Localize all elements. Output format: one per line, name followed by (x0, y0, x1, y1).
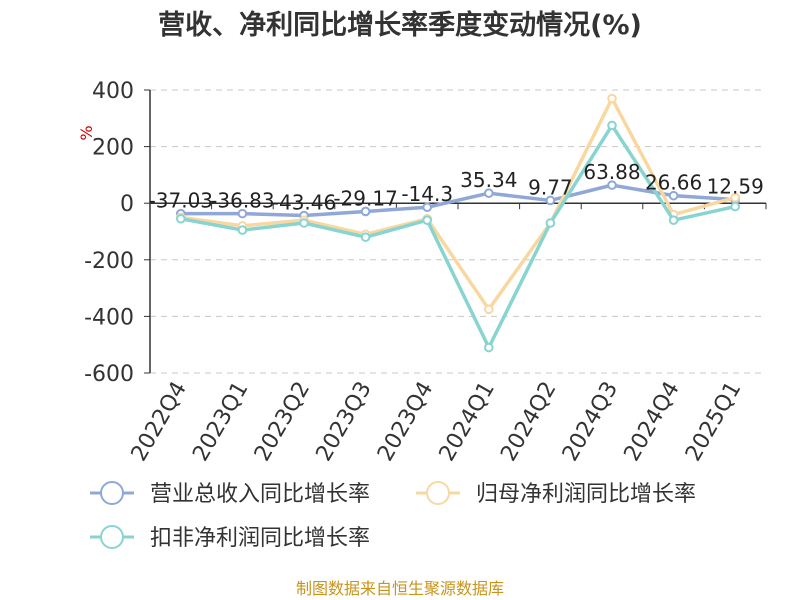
data-point (484, 342, 494, 353)
legend-item[interactable]: 归母净利润同比增长率 (416, 481, 696, 507)
data-point (545, 195, 556, 206)
series-line (180, 96, 736, 312)
x-tick-label: 2024Q3 (558, 378, 623, 466)
legend-marker-icon (100, 481, 124, 505)
data-labels: -37.03-36.83-43.46-29.17 -14.3 35.34 9.77 63… (149, 160, 764, 214)
data-point (668, 215, 679, 225)
y-axis-unit: % (77, 125, 96, 140)
x-tick-label: 2022Q4 (127, 378, 192, 466)
data-point (607, 180, 617, 190)
data-point (607, 93, 617, 104)
grid-lines (150, 89, 766, 374)
data-point (484, 304, 494, 315)
data-point (360, 206, 371, 217)
legend-item[interactable]: 扣非净利润同比增长率 (90, 525, 370, 551)
data-label: -36.83 (210, 189, 274, 213)
data-label: 9.77 (528, 175, 573, 199)
x-tick-label: 2023Q1 (188, 378, 253, 466)
data-point (730, 201, 741, 212)
data-point (422, 215, 433, 225)
series-line (180, 123, 736, 350)
x-tick-label: 2023Q2 (250, 378, 315, 466)
data-point (299, 218, 309, 228)
x-tick-label: 2024Q2 (496, 378, 561, 466)
legend-label: 归母净利润同比增长率 (476, 482, 696, 507)
series-lines (176, 93, 741, 353)
data-point (237, 208, 248, 219)
chart-title: 营收、净利同比增长率季度变动情况(%) (158, 9, 642, 41)
y-tick-label: -200 (84, 249, 134, 274)
data-point (176, 213, 186, 224)
y-tick-label: 200 (92, 136, 134, 161)
x-tick-label: 2024Q1 (435, 378, 500, 466)
data-label: -14.3 (401, 182, 453, 206)
legend-marker-icon (426, 481, 450, 505)
series-line (180, 183, 736, 218)
data-point (607, 120, 617, 131)
data-label: -43.46 (272, 190, 336, 214)
data-label: 12.59 (707, 175, 764, 199)
axes: 4002000-200-400-6002022Q42023Q12023Q2202… (84, 79, 767, 466)
data-label: 63.88 (583, 160, 640, 184)
data-point (484, 188, 494, 198)
data-point (237, 225, 248, 235)
data-point (730, 192, 741, 203)
x-tick-label: 2023Q3 (311, 378, 376, 466)
x-tick-label: 2024Q4 (619, 378, 684, 466)
y-tick-label: 400 (92, 79, 134, 104)
source-note: 制图数据来自恒生聚源数据库 (296, 579, 504, 598)
legend-label: 营业总收入同比增长率 (150, 482, 370, 507)
data-point (422, 202, 433, 213)
data-point (545, 218, 556, 228)
data-label: -29.17 (333, 186, 397, 210)
y-tick-label: 0 (120, 192, 134, 217)
data-point (360, 232, 371, 242)
y-tick-label: -600 (84, 362, 134, 387)
data-label: 35.34 (460, 168, 517, 192)
data-label: 26.66 (645, 171, 702, 195)
legend-item[interactable]: 营业总收入同比增长率 (90, 481, 370, 507)
data-label: -37.03 (149, 189, 213, 213)
x-tick-label: 2025Q1 (681, 378, 746, 466)
x-tick-label: 2023Q4 (373, 378, 438, 466)
legend-marker-icon (100, 525, 124, 549)
legend-label: 扣非净利润同比增长率 (150, 526, 370, 551)
y-tick-label: -400 (84, 305, 134, 330)
data-point (668, 190, 679, 201)
